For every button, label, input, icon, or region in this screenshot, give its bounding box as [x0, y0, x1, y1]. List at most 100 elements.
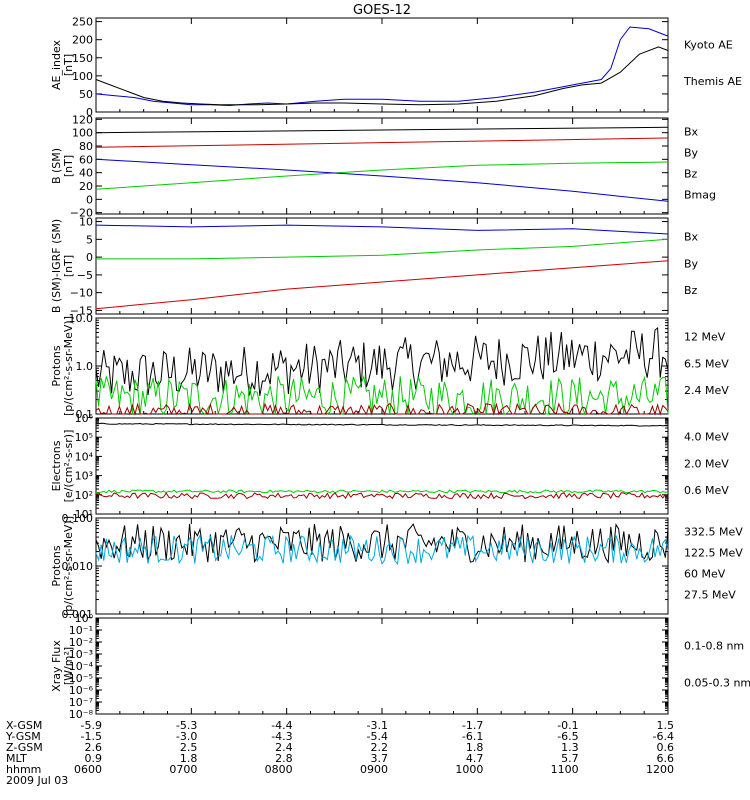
panel-frame — [95, 217, 669, 315]
series-ae-kyoto-ae — [95, 26, 669, 107]
series-elec-2-0-mev — [95, 489, 669, 494]
legend-entry: Bx — [684, 231, 699, 244]
legend-entry: 6.5 MeV — [684, 357, 729, 370]
y-tick-label: 120 — [72, 113, 93, 126]
legend-entry: 0.1-0.8 nm — [684, 639, 744, 652]
y-tick-label: 150 — [72, 52, 93, 65]
ephem-value: 1.8 — [180, 752, 198, 765]
y-axis-label: B (SM) — [50, 148, 63, 184]
ephem-value: -4.4 — [271, 719, 292, 732]
y-tick-label: 5 — [86, 233, 93, 246]
y-tick-label: 40 — [79, 167, 93, 180]
y-tick-label: 0 — [86, 193, 93, 206]
series-prot2-27-5-mev — [95, 523, 669, 564]
legend-entry: By — [684, 147, 699, 160]
legend-entry: By — [684, 257, 699, 270]
legend-entry: 0.6 MeV — [684, 484, 729, 497]
series-elec-4-0-mev — [95, 422, 669, 427]
panel-elec: 10⁶ 10⁵ 10⁴ 10³ 10² 10¹ Electrons [e/(cm²-s-sr)… — [50, 412, 729, 521]
ephem-value: -4.3 — [271, 730, 292, 743]
y-tick-label: 10³ — [75, 470, 93, 483]
y-axis-label: Protons — [50, 345, 63, 386]
y-tick-label: 10⁻¹ — [69, 624, 93, 637]
legend-entry: 4.0 MeV — [684, 431, 729, 444]
y-axis-unit: [nT] — [62, 54, 75, 76]
legend-entry: 60 MeV — [684, 567, 726, 580]
y-tick-label: 0.010 — [62, 560, 94, 573]
legend-entry: 2.4 MeV — [684, 384, 729, 397]
y-tick-label: 10.0 — [69, 312, 94, 325]
y-tick-label: −15 — [70, 304, 93, 317]
ephem-row-label: hhmm — [6, 763, 41, 776]
ephem-value: 2.5 — [180, 741, 198, 754]
ephem-row-label: Z-GSM — [6, 741, 43, 754]
ephem-value: -3.1 — [367, 719, 388, 732]
panel-prot2: 0.100 0.010 0.001 Protons [p/(cm²-s-sr-MeV)]… — [50, 512, 743, 621]
ephem-value: -6.4 — [653, 730, 674, 743]
y-tick-label: 10⁻² — [69, 636, 93, 649]
y-tick-label: 0.001 — [62, 608, 94, 621]
ephem-value: 0800 — [265, 763, 293, 776]
y-tick-label: 10⁻³ — [69, 648, 93, 661]
series-bsm-bz — [95, 137, 669, 148]
y-tick-label: 200 — [72, 34, 93, 47]
y-axis-unit: [nT] — [62, 255, 75, 277]
legend-entry: 122.5 MeV — [684, 547, 743, 560]
ephem-row-label: Y-GSM — [5, 730, 41, 743]
ephem-value: 0.9 — [85, 752, 103, 765]
panel-frame — [95, 617, 669, 715]
ephem-value: -6.1 — [462, 730, 483, 743]
legend-entry: 27.5 MeV — [684, 588, 736, 601]
y-tick-label: 0 — [86, 251, 93, 264]
y-tick-label: 100 — [72, 127, 93, 140]
y-axis-unit: [p/(cm²-s-sr-MeV)] — [62, 316, 75, 416]
series-prot2-60-mev — [95, 533, 669, 566]
ephem-value: 0900 — [360, 763, 388, 776]
series-prot1-6-5-mev — [95, 374, 669, 416]
y-tick-label: 100 — [72, 70, 93, 83]
ephem-value: 1200 — [646, 763, 674, 776]
ephem-value: -5.9 — [81, 719, 102, 732]
ephem-value: -1.5 — [81, 730, 102, 743]
series-ae-themis-ae — [95, 46, 669, 106]
ephem-value: 2.4 — [275, 741, 293, 754]
ephem-value: 5.7 — [561, 752, 579, 765]
legend-entry: 2.0 MeV — [684, 457, 729, 470]
y-axis-unit: [p/(cm²-s-sr-MeV)] — [62, 516, 75, 616]
y-tick-label: 10² — [75, 489, 93, 502]
panel-bigrf: 10 5 0 −5 −10 −15 B (SM)-IGRF (SM) [nT] Bx By Bz — [50, 216, 699, 318]
legend-entry: Bz — [684, 284, 698, 297]
series-prot1-12-mev — [95, 402, 669, 416]
y-axis-label: AE_index — [50, 39, 63, 90]
y-tick-label: −5 — [77, 269, 93, 282]
ephem-value: 6.6 — [657, 752, 675, 765]
ephem-value: 1.5 — [657, 719, 675, 732]
ephem-value: 3.7 — [371, 752, 389, 765]
y-tick-label: 0.1 — [76, 408, 94, 421]
ephem-value: 4.7 — [466, 752, 484, 765]
ephem-value: -0.1 — [557, 719, 578, 732]
y-tick-label: 10⁻⁶ — [69, 684, 94, 697]
panel-frame — [95, 17, 669, 113]
y-tick-label: 10⁻⁷ — [69, 696, 93, 709]
y-tick-label: 0.100 — [62, 512, 94, 525]
y-axis-label: B (SM)-IGRF (SM) — [50, 219, 63, 313]
ephem-row-label: X-GSM — [6, 719, 42, 732]
y-tick-label: 60 — [79, 153, 93, 166]
panel-frame — [95, 517, 669, 615]
ephem-value: 1100 — [551, 763, 579, 776]
ephem-value: -3.0 — [176, 730, 197, 743]
y-tick-label: −20 — [70, 207, 93, 220]
legend-entry: 0.05-0.3 nm — [684, 676, 750, 689]
y-tick-label: 10⁵ — [75, 431, 93, 444]
ephem-value: 1.8 — [466, 741, 484, 754]
series-bsm-bx — [95, 158, 669, 202]
ephem-value: 1.3 — [561, 741, 579, 754]
ephem-value: 0600 — [74, 763, 102, 776]
panel-ae: 250 200 150 100 50 0 AE_index [nT] Kyoto AE Themi… — [50, 16, 742, 119]
legend-entry: Bmag — [684, 188, 716, 201]
ephem-value: -1.7 — [462, 719, 483, 732]
y-tick-label: 10⁴ — [75, 450, 94, 463]
